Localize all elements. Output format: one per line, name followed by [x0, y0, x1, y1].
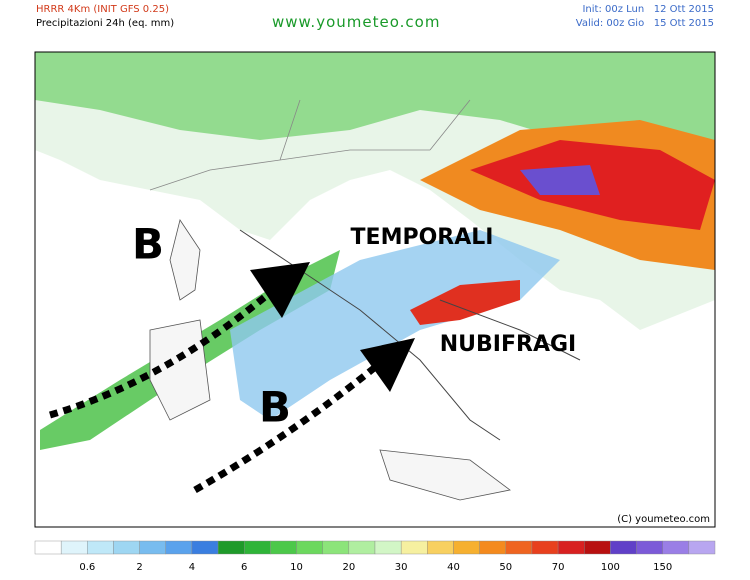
color-cell	[374, 540, 402, 555]
colorbar-tick-label: 4	[189, 562, 195, 573]
colorbar-tick-label: 20	[342, 562, 355, 573]
low-label: B	[259, 383, 291, 432]
color-cell	[348, 540, 376, 555]
color-cell	[636, 540, 663, 555]
color-cell	[165, 540, 193, 555]
color-cell	[244, 540, 271, 555]
color-cell	[584, 540, 611, 555]
map-frame	[34, 51, 716, 528]
arrowhead-2	[360, 338, 415, 392]
color-cell	[427, 540, 454, 555]
copyright: (C) youmeteo.com	[617, 514, 710, 525]
flow-arrow-1	[49, 277, 288, 419]
colorbar-tick-label: 0.6	[79, 562, 95, 573]
islands	[149, 219, 511, 501]
precip-band-centre	[230, 230, 560, 420]
flow-arrow-2	[193, 352, 393, 494]
colorbar-tick-label: 50	[499, 562, 512, 573]
colorbar-tick-label: 10	[290, 562, 303, 573]
colorbar: 0.6 2 4 6 10 20 30 40 50 70 100 150	[34, 540, 716, 573]
borders	[149, 99, 471, 191]
color-cell	[400, 540, 428, 555]
color-cell	[87, 540, 114, 555]
site-title: www.youmeteo.com	[272, 13, 441, 31]
map-area	[35, 52, 715, 527]
colorbar-tick-label: 40	[447, 562, 460, 573]
colorbar-tick-label: 2	[136, 562, 142, 573]
color-cell	[610, 540, 637, 555]
colorbar-tick-label: 100	[601, 562, 620, 573]
color-cell	[479, 540, 506, 555]
color-cell	[296, 540, 323, 555]
init-time: Init: 00z Lun 12 Ott 2015	[582, 4, 714, 15]
map-label: NUBIFRAGI	[440, 332, 576, 357]
model-title: HRRR 4Km (INIT GFS 0.25)	[36, 4, 169, 15]
color-cell	[662, 540, 690, 555]
color-cell	[191, 540, 219, 555]
color-cell	[139, 540, 166, 555]
low-label: B	[132, 220, 164, 269]
color-cell	[557, 540, 585, 555]
precip-north	[35, 52, 715, 150]
color-cell	[688, 540, 716, 555]
color-cell	[34, 540, 62, 555]
color-cell	[217, 540, 245, 555]
map-label: TEMPORALI	[351, 225, 494, 250]
valid-time: Valid: 00z Gio 15 Ott 2015	[575, 18, 714, 29]
colorbar-tick-label: 6	[241, 562, 247, 573]
color-cell	[113, 540, 140, 555]
colorbar-tick-label: 70	[552, 562, 565, 573]
coastline	[239, 229, 581, 441]
color-cell	[270, 540, 297, 555]
field-title: Precipitazioni 24h (eq. mm)	[36, 18, 175, 29]
colorbar-tick-label: 30	[395, 562, 408, 573]
precip-south	[410, 280, 520, 325]
colorbar-tick-label: 150	[653, 562, 672, 573]
color-cell	[531, 540, 559, 555]
arrowhead-1	[250, 262, 310, 318]
color-cell	[505, 540, 533, 555]
color-cell	[322, 540, 350, 555]
color-cell	[60, 540, 88, 555]
color-cell	[453, 540, 480, 555]
precip-croatia-peak	[520, 165, 600, 195]
